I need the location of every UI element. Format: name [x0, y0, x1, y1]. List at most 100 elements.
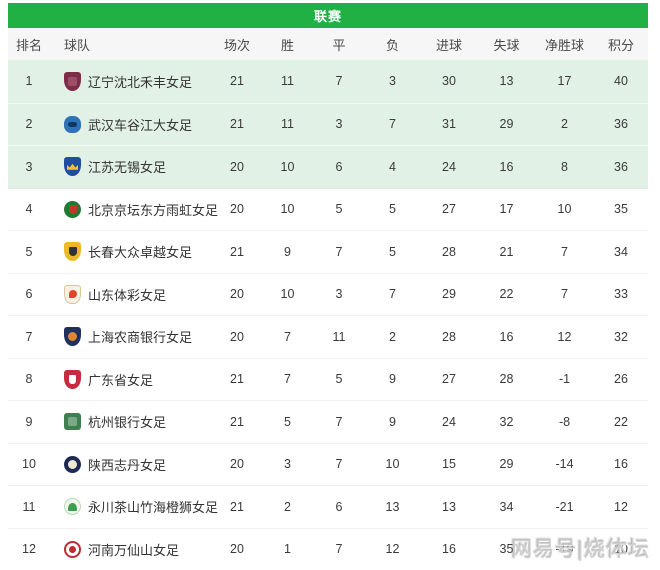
column-header-rank: 排名 — [15, 37, 42, 53]
gd-cell: -19 — [555, 542, 574, 557]
team-name: 广东省女足 — [88, 372, 154, 388]
team-cell: 武汉车谷江大女足 — [50, 115, 212, 134]
team-crest-icon — [64, 455, 81, 473]
team-crest-icon — [64, 540, 81, 558]
gf-cell: 16 — [442, 542, 456, 557]
ga-cell: 29 — [499, 117, 514, 132]
ga-cell: 34 — [499, 499, 514, 514]
gf-cell: 24 — [442, 414, 456, 429]
played-cell: 21 — [230, 74, 244, 89]
played-cell: 21 — [230, 499, 244, 514]
team-cell: 辽宁沈北禾丰女足 — [50, 71, 212, 91]
gd-cell: -8 — [558, 414, 571, 429]
draw-cell: 7 — [335, 244, 343, 259]
loss-cell: 9 — [389, 372, 396, 387]
win-cell: 10 — [280, 202, 295, 217]
team-cell: 北京京坛东方雨虹女足 — [50, 200, 218, 219]
loss-cell: 9 — [389, 414, 396, 429]
loss-cell: 10 — [385, 457, 400, 472]
pts-cell: 16 — [614, 457, 628, 472]
draw-cell: 5 — [335, 372, 343, 387]
team-crest-icon — [64, 498, 81, 516]
pts-cell: 32 — [614, 329, 628, 344]
played-cell: 20 — [230, 287, 244, 302]
team-crest-icon — [64, 71, 81, 91]
ga-cell: 22 — [499, 287, 514, 302]
gd-cell: 10 — [557, 202, 572, 217]
table-title: 联赛 — [313, 9, 342, 24]
gf-cell: 31 — [442, 117, 456, 132]
team-name: 上海农商银行女足 — [88, 330, 193, 346]
draw-cell: 7 — [335, 457, 343, 472]
table-body: 1 辽宁沈北禾丰女足 21 11 7 3 30 13 17 40 2 武汉车谷江大女足 21 11 3 7 31… — [8, 60, 648, 570]
table-row[interactable]: 2 武汉车谷江大女足 21 11 3 7 31 29 2 36 — [8, 102, 648, 145]
win-cell: 10 — [280, 159, 295, 174]
table-row[interactable]: 11 永川茶山竹海橙狮女足 21 2 6 13 13 34 -21 12 — [8, 485, 648, 528]
win-cell: 2 — [284, 499, 291, 514]
column-header-draw: 平 — [332, 37, 346, 53]
draw-cell: 7 — [335, 542, 343, 557]
table-row[interactable]: 3 江苏无锡女足 20 10 6 4 24 16 8 36 — [8, 145, 648, 188]
gd-cell: 8 — [561, 159, 568, 174]
loss-cell: 7 — [389, 117, 396, 132]
table-row[interactable]: 12 河南万仙山女足 20 1 7 12 16 35 -19 10 — [8, 527, 648, 570]
column-header-goals-against: 失球 — [493, 37, 520, 53]
team-crest-icon — [64, 327, 81, 347]
loss-cell: 2 — [389, 329, 396, 344]
table-row[interactable]: 9 杭州银行女足 21 5 7 9 24 32 -8 22 — [8, 400, 648, 443]
team-cell: 江苏无锡女足 — [50, 157, 212, 177]
draw-cell: 5 — [335, 202, 343, 217]
played-cell: 20 — [230, 202, 244, 217]
played-cell: 21 — [230, 372, 244, 387]
gf-cell: 15 — [442, 457, 456, 472]
table-row[interactable]: 8 广东省女足 21 7 5 9 27 28 -1 26 — [8, 357, 648, 400]
team-name: 长春大众卓越女足 — [88, 245, 193, 261]
team-name: 辽宁沈北禾丰女足 — [88, 74, 193, 90]
pts-cell: 35 — [614, 202, 628, 217]
table-title-bar: 联赛 — [8, 3, 648, 28]
win-cell: 5 — [284, 414, 291, 429]
played-cell: 21 — [230, 244, 244, 259]
rank-cell: 7 — [25, 329, 33, 344]
table-row[interactable]: 7 上海农商银行女足 20 7 11 2 28 16 12 32 — [8, 315, 648, 358]
draw-cell: 3 — [335, 117, 343, 132]
table-row[interactable]: 1 辽宁沈北禾丰女足 21 11 7 3 30 13 17 40 — [8, 60, 648, 103]
gf-cell: 30 — [442, 74, 456, 89]
table-row[interactable]: 10 陕西志丹女足 20 3 7 10 15 29 -14 16 — [8, 442, 648, 485]
win-cell: 1 — [284, 542, 291, 557]
gd-cell: 2 — [561, 117, 568, 132]
team-name: 陕西志丹女足 — [88, 457, 167, 473]
played-cell: 21 — [230, 117, 244, 132]
team-crest-icon — [64, 369, 81, 389]
team-name: 江苏无锡女足 — [88, 160, 167, 176]
rank-cell: 12 — [22, 542, 36, 557]
gf-cell: 28 — [442, 329, 456, 344]
team-crest-icon — [64, 115, 81, 133]
table-row[interactable]: 6 山东体彩女足 20 10 3 7 29 22 7 33 — [8, 272, 648, 315]
team-name: 河南万仙山女足 — [88, 542, 180, 558]
team-crest-icon — [64, 413, 81, 431]
table-row[interactable]: 4 北京京坛东方雨虹女足 20 10 5 5 27 17 10 35 — [8, 187, 648, 230]
loss-cell: 4 — [389, 159, 396, 174]
played-cell: 21 — [230, 414, 244, 429]
team-name: 北京京坛东方雨虹女足 — [88, 202, 219, 218]
loss-cell: 12 — [385, 542, 400, 557]
win-cell: 11 — [281, 117, 294, 132]
team-cell: 长春大众卓越女足 — [50, 242, 212, 262]
team-name: 永川茶山竹海橙狮女足 — [88, 500, 219, 516]
rank-cell: 10 — [22, 457, 36, 472]
gd-cell: 7 — [561, 244, 568, 259]
draw-cell: 6 — [335, 499, 343, 514]
win-cell: 7 — [284, 372, 291, 387]
team-crest-icon — [64, 284, 81, 304]
column-header-played: 场次 — [223, 37, 250, 53]
column-header-loss: 负 — [385, 37, 399, 53]
table-row[interactable]: 5 长春大众卓越女足 21 9 7 5 28 21 7 34 — [8, 230, 648, 273]
pts-cell: 40 — [614, 74, 628, 89]
pts-cell: 36 — [614, 159, 628, 174]
rank-cell: 9 — [25, 414, 33, 429]
win-cell: 11 — [281, 74, 294, 89]
gf-cell: 13 — [442, 499, 456, 514]
team-crest-icon — [64, 157, 81, 177]
